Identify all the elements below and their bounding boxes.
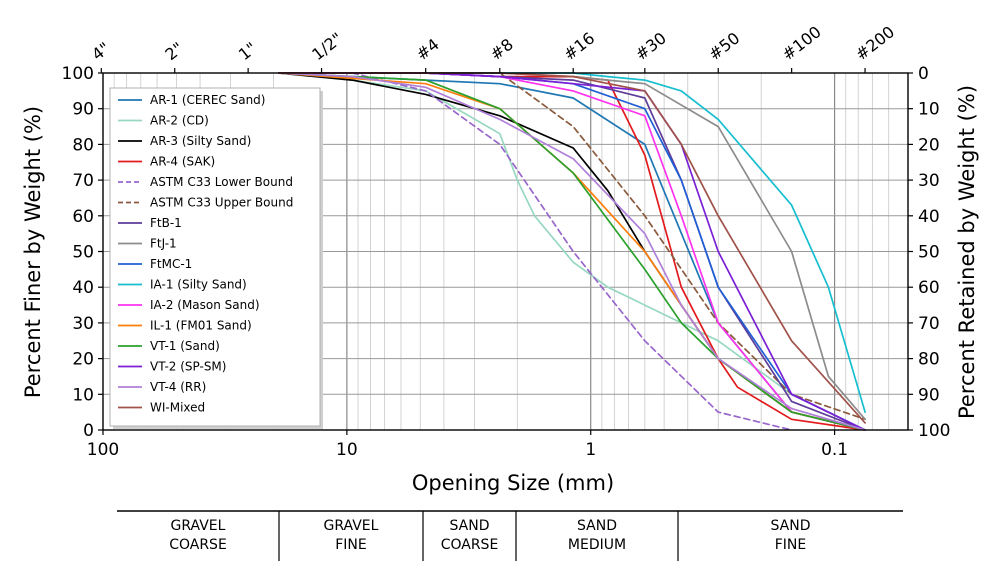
sieve-tick-label: #50 xyxy=(705,28,743,64)
sieve-tick-label: 4" xyxy=(88,38,114,64)
y-right-tick-label: 10 xyxy=(918,100,940,120)
legend-label-14: VT-4 (RR) xyxy=(150,380,206,394)
sieve-tick-label: #16 xyxy=(560,28,598,64)
legend-label-13: VT-2 (SP-SM) xyxy=(150,360,226,374)
legend-label-4: ASTM C33 Lower Bound xyxy=(150,175,293,189)
sieve-tick-label: 1" xyxy=(235,38,261,64)
class-label-line1: GRAVEL xyxy=(171,518,226,534)
legend-box xyxy=(109,87,321,427)
y-tick-label: 60 xyxy=(72,207,94,227)
legend-label-12: VT-1 (Sand) xyxy=(150,339,220,353)
legend-label-8: FtMC-1 xyxy=(150,257,192,271)
x-tick-label: 1 xyxy=(585,440,596,460)
y-axis-label-right: Percent Retained by Weight (%) xyxy=(955,85,979,419)
series-lines xyxy=(278,72,866,431)
sieve-tick-label: #200 xyxy=(852,22,898,64)
y-right-tick-label: 40 xyxy=(918,207,940,227)
class-label-line2: FINE xyxy=(335,537,367,553)
legend: AR-1 (CEREC Sand) AR-2 (CD) AR-3 (Silty Sa… xyxy=(109,87,323,429)
x-tick-label: 0.1 xyxy=(821,440,848,460)
y-right-tick-label: 20 xyxy=(918,135,940,155)
sieve-tick-label: 2" xyxy=(161,38,187,64)
sieve-tick-label: #30 xyxy=(632,28,670,64)
legend-label-5: ASTM C33 Upper Bound xyxy=(150,196,293,210)
class-label-line1: GRAVEL xyxy=(324,518,379,534)
class-label-line2: MEDIUM xyxy=(568,537,626,553)
y-tick-label: 70 xyxy=(72,171,94,191)
y-right-tick-label: 60 xyxy=(918,278,940,298)
sieve-tick-label: #4 xyxy=(412,35,442,64)
legend-label-0: AR-1 (CEREC Sand) xyxy=(150,93,265,107)
soil-classification-table: GRAVEL COARSE GRAVEL FINE SAND COARSE SAND MEDI… xyxy=(117,510,903,561)
y-tick-label: 90 xyxy=(72,100,94,120)
class-label-line2: COARSE xyxy=(441,537,499,553)
series-line-4 xyxy=(351,72,793,431)
class-label-line1: SAND xyxy=(450,518,490,534)
y-tick-label: 0 xyxy=(83,421,94,441)
x-tick-label: 10 xyxy=(336,440,358,460)
legend-label-10: IA-2 (Mason Sand) xyxy=(150,298,260,312)
x-tick-label: 100 xyxy=(87,440,119,460)
y-tick-label: 80 xyxy=(72,135,94,155)
series-line-14 xyxy=(278,72,866,431)
series-line-9 xyxy=(278,72,866,413)
y-right-tick-label: 30 xyxy=(918,171,940,191)
sieve-tick-label: #8 xyxy=(487,35,517,64)
y-tick-label: 10 xyxy=(72,385,94,405)
legend-label-3: AR-4 (SAK) xyxy=(150,155,215,169)
sieve-tick-label: #100 xyxy=(778,22,824,64)
y-right-tick-label: 0 xyxy=(918,64,929,84)
legend-label-7: FtJ-1 xyxy=(150,237,177,251)
y-tick-label: 50 xyxy=(72,243,94,263)
y-right-tick-label: 90 xyxy=(918,385,940,405)
y-axis-label-left: Percent Finer by Weight (%) xyxy=(21,106,45,398)
legend-label-11: IL-1 (FM01 Sand) xyxy=(150,319,252,333)
y-tick-label: 40 xyxy=(72,278,94,298)
sieve-tick-label: 1/2" xyxy=(308,29,346,64)
y-right-tick-label: 70 xyxy=(918,314,940,334)
y-right-tick-label: 80 xyxy=(918,350,940,370)
y-tick-label: 20 xyxy=(72,350,94,370)
legend-label-6: FtB-1 xyxy=(150,216,182,230)
class-label-line1: SAND xyxy=(771,518,811,534)
y-right-tick-label: 100 xyxy=(918,421,950,441)
class-label-line2: COARSE xyxy=(169,537,227,553)
y-tick-label: 100 xyxy=(62,64,94,84)
legend-label-9: IA-1 (Silty Sand) xyxy=(150,278,247,292)
class-label-line1: SAND xyxy=(577,518,617,534)
x-axis-label: Opening Size (mm) xyxy=(412,471,614,495)
class-label-line2: FINE xyxy=(775,537,807,553)
legend-label-2: AR-3 (Silty Sand) xyxy=(150,134,251,148)
series-line-12 xyxy=(278,72,866,431)
legend-label-15: WI-Mixed xyxy=(150,401,205,415)
legend-label-1: AR-2 (CD) xyxy=(150,114,209,128)
y-right-tick-label: 50 xyxy=(918,243,940,263)
y-tick-label: 30 xyxy=(72,314,94,334)
